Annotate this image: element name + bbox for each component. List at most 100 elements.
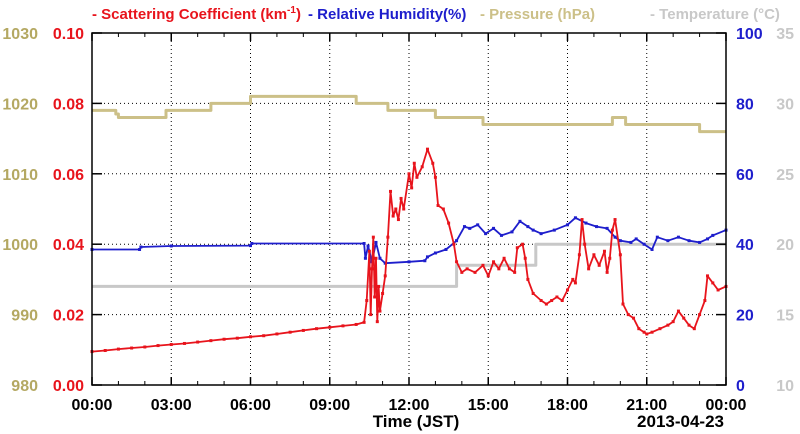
data-point-scattering: [706, 274, 710, 278]
data-point-scattering: [526, 277, 530, 281]
data-point-scattering: [676, 309, 680, 313]
legend-item-temperature: - Temperature (°C): [650, 6, 780, 23]
y-tick-label-temperature: 25: [776, 167, 794, 184]
data-point-scattering: [481, 263, 485, 267]
y-tick-label-scattering: 0.00: [53, 378, 84, 395]
legend-item-humidity: - Relative Humidity(%): [308, 6, 466, 23]
data-point-scattering: [182, 341, 186, 345]
data-point-humidity: [366, 244, 370, 248]
data-point-scattering: [396, 218, 400, 222]
data-point-scattering: [420, 165, 424, 169]
data-point-scattering: [716, 288, 720, 292]
legend-label: Relative Humidity(%): [317, 6, 466, 23]
data-point-humidity: [363, 256, 367, 260]
data-point-scattering: [703, 299, 707, 303]
data-point-scattering: [555, 295, 559, 299]
data-point-scattering: [377, 284, 381, 288]
x-tick-label: 12:00: [389, 397, 430, 414]
y-tick-label-scattering: 0.04: [53, 237, 84, 254]
data-point-scattering: [465, 267, 469, 271]
x-tick-label: 15:00: [468, 397, 509, 414]
data-point-scattering: [613, 218, 617, 222]
data-point-scattering: [315, 327, 319, 331]
data-point-humidity: [573, 216, 577, 220]
data-point-scattering: [441, 207, 445, 211]
data-point-scattering: [592, 253, 596, 257]
y-tick-label-pressure: 1000: [2, 237, 38, 254]
y-tick-label-scattering: 0.10: [53, 26, 84, 43]
data-point-scattering: [560, 299, 564, 303]
data-point-humidity: [499, 233, 503, 237]
data-point-scattering: [369, 313, 373, 317]
y-tick-label-pressure: 1020: [2, 96, 38, 113]
data-point-humidity: [618, 239, 622, 243]
data-point-scattering: [341, 324, 345, 328]
data-point-scattering: [645, 332, 649, 336]
data-point-scattering: [378, 309, 382, 313]
data-point-humidity: [462, 225, 466, 229]
data-point-humidity: [492, 226, 496, 230]
data-point-scattering: [566, 288, 569, 292]
data-point-humidity: [169, 244, 173, 248]
axes: 00:00 03:00 06:00 09:00 12:00 15:00 18:00 21:00…: [2, 26, 794, 414]
data-point-humidity: [249, 244, 252, 248]
data-point-humidity: [666, 239, 670, 243]
data-point-scattering: [507, 267, 511, 271]
data-point-scattering: [602, 249, 606, 253]
data-point-humidity: [629, 240, 633, 244]
data-point-scattering: [497, 267, 501, 271]
data-point-humidity: [138, 247, 142, 251]
data-point-humidity: [566, 223, 569, 227]
data-point-scattering: [666, 323, 670, 327]
series-pressure: [92, 94, 726, 134]
data-point-scattering: [367, 249, 371, 253]
data-point-scattering: [587, 267, 591, 271]
data-point-scattering: [425, 147, 429, 151]
data-point-scattering: [370, 267, 374, 271]
legend-superscript: -1: [287, 5, 296, 16]
data-point-scattering: [371, 235, 375, 239]
y-tick-label-temperature: 10: [776, 378, 794, 395]
legend: - Scattering Coefficient (km-1) - Relativ…: [92, 5, 780, 23]
data-point-scattering: [452, 242, 456, 246]
series-line-humidity: [92, 216, 727, 265]
y-tick-label-humidity: 0: [736, 378, 745, 395]
data-point-scattering: [597, 263, 601, 267]
date-label: 2013-04-23: [637, 412, 724, 431]
legend-label-tail: ): [296, 6, 301, 23]
data-point-scattering: [116, 347, 120, 351]
data-point-scattering: [515, 246, 519, 250]
data-point-humidity: [613, 235, 617, 239]
data-point-scattering: [605, 270, 609, 274]
x-tick-label: 03:00: [151, 397, 192, 414]
series-scattering: [90, 147, 728, 354]
data-point-scattering: [447, 221, 451, 225]
data-point-humidity: [584, 221, 588, 225]
data-point-scattering: [143, 345, 147, 349]
data-point-humidity: [526, 225, 530, 229]
data-point-scattering: [156, 344, 160, 348]
data-point-scattering: [621, 302, 625, 306]
data-point-humidity: [374, 240, 378, 244]
data-point-scattering: [692, 327, 696, 331]
data-point-scattering: [550, 299, 554, 303]
data-point-scattering: [410, 186, 414, 190]
x-tick-label: 09:00: [309, 397, 350, 414]
data-point-scattering: [407, 172, 411, 176]
data-point-humidity: [484, 232, 488, 236]
data-point-scattering: [573, 281, 577, 285]
y-tick-label-temperature: 30: [776, 96, 794, 113]
data-point-scattering: [436, 203, 440, 207]
data-point-scattering: [608, 256, 612, 260]
data-point-scattering: [431, 161, 435, 165]
data-point-humidity: [595, 225, 599, 229]
y-tick-label-pressure: 1030: [2, 26, 38, 43]
data-point-humidity: [552, 228, 556, 232]
data-point-scattering: [523, 256, 527, 260]
grid: [92, 33, 726, 385]
legend-marker: -: [480, 6, 489, 23]
data-point-humidity: [539, 232, 543, 236]
data-point-scattering: [486, 274, 490, 278]
data-point-scattering: [103, 349, 107, 353]
